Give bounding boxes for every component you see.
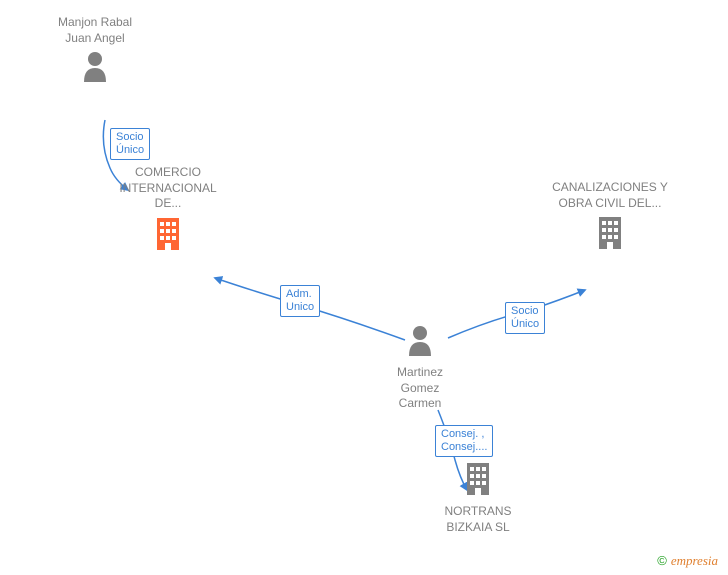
- node-martinez[interactable]: Martinez Gomez Carmen: [385, 324, 455, 412]
- building-icon: [595, 215, 625, 249]
- node-nortrans[interactable]: NORTRANS BIZKAIA SL: [433, 461, 523, 535]
- edge-label-consej: Consej. , Consej....: [435, 425, 493, 457]
- node-comercio[interactable]: COMERCIO INTERNACIONAL DE...: [108, 165, 228, 255]
- building-icon: [153, 216, 183, 250]
- node-label: Martinez Gomez Carmen: [385, 365, 455, 412]
- edge-label-socio-unico-2: Socio Único: [505, 302, 545, 334]
- node-label: COMERCIO INTERNACIONAL DE...: [108, 165, 228, 212]
- diagram-canvas: Socio Único Adm. Unico Socio Único Conse…: [0, 0, 728, 575]
- brand-name: empresia: [671, 553, 718, 568]
- edge-label-adm-unico: Adm. Unico: [280, 285, 320, 317]
- copyright-icon: ©: [657, 553, 667, 568]
- node-canalizaciones[interactable]: CANALIZACIONES Y OBRA CIVIL DEL...: [550, 180, 670, 254]
- node-label: Manjon Rabal Juan Angel: [55, 15, 135, 46]
- watermark: © empresia: [657, 553, 718, 569]
- building-icon: [463, 461, 493, 495]
- person-icon: [80, 50, 110, 82]
- person-icon: [405, 324, 435, 356]
- edge-label-socio-unico-1: Socio Único: [110, 128, 150, 160]
- node-label: NORTRANS BIZKAIA SL: [433, 504, 523, 535]
- node-label: CANALIZACIONES Y OBRA CIVIL DEL...: [550, 180, 670, 211]
- node-manjon[interactable]: Manjon Rabal Juan Angel: [55, 15, 135, 87]
